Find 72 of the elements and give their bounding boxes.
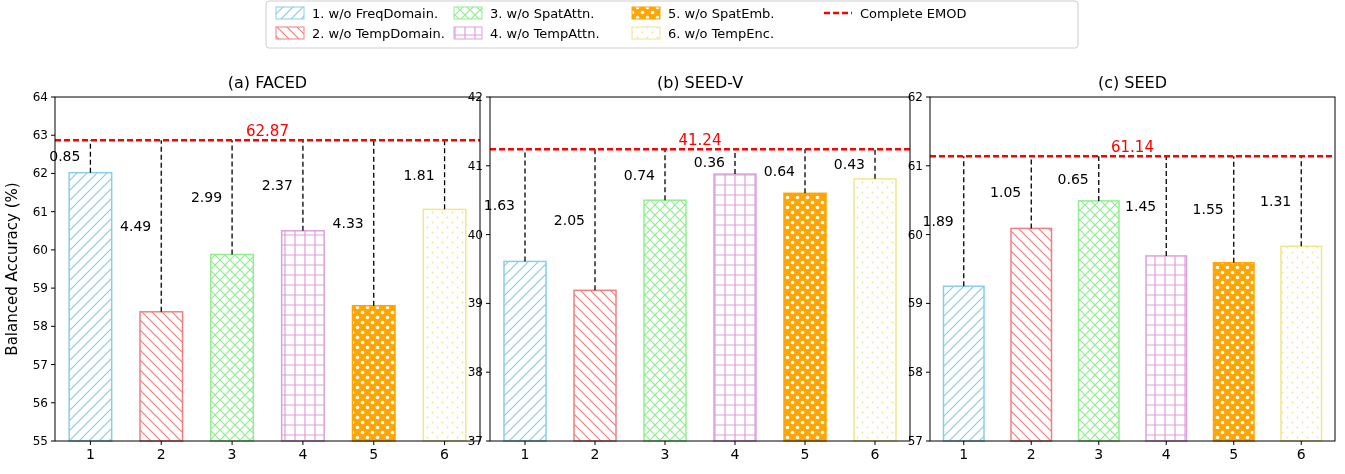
y-tick-label: 42 bbox=[467, 90, 483, 104]
y-tick-label: 59 bbox=[32, 281, 48, 296]
x-tick-label: 6 bbox=[440, 446, 450, 462]
y-tick-label: 63 bbox=[32, 128, 48, 143]
x-tick-label: 1 bbox=[85, 446, 95, 462]
y-tick-label: 57 bbox=[32, 357, 48, 372]
x-tick-label: 1 bbox=[520, 446, 530, 462]
annotation: 1.45 bbox=[1125, 198, 1157, 215]
y-tick-label: 61 bbox=[32, 204, 48, 219]
legend-label: 5. w/o SpatEmb. bbox=[668, 6, 775, 21]
chart-title: (a) FACED bbox=[227, 73, 308, 92]
annotation: 0.43 bbox=[833, 156, 865, 173]
annotation: 0.65 bbox=[1057, 170, 1089, 187]
y-tick-label: 39 bbox=[467, 296, 483, 311]
y-tick-label: 58 bbox=[907, 365, 923, 380]
x-tick-label: 5 bbox=[369, 446, 379, 462]
y-tick-label: 40 bbox=[467, 227, 483, 242]
annotation: 0.74 bbox=[623, 166, 656, 183]
legend-label: 1. w/o FreqDomain. bbox=[312, 6, 439, 21]
x-tick-label: 2 bbox=[1026, 446, 1036, 462]
x-tick-label: 6 bbox=[1296, 446, 1306, 462]
x-tick-label: 5 bbox=[800, 446, 810, 462]
y-tick-label: 41 bbox=[467, 158, 483, 173]
annotation: 0.64 bbox=[763, 163, 796, 180]
legend-label: 3. w/o SpatAttn. bbox=[490, 6, 595, 21]
annotation: 61.14 bbox=[1111, 138, 1154, 157]
y-tick-label: 62 bbox=[32, 166, 48, 181]
x-tick-label: 4 bbox=[298, 446, 308, 462]
x-tick-label: 4 bbox=[1161, 446, 1171, 462]
x-tick-label: 3 bbox=[660, 446, 670, 462]
annotation: 1.31 bbox=[1260, 193, 1292, 210]
y-tick-label: 55 bbox=[32, 434, 48, 448]
annotation: 2.37 bbox=[261, 177, 293, 194]
y-tick-label: 62 bbox=[907, 90, 923, 104]
y-tick-label: 58 bbox=[32, 319, 48, 334]
annotation: 2.05 bbox=[553, 211, 585, 228]
y-tick-label: 61 bbox=[907, 158, 923, 173]
y-tick-label: 64 bbox=[32, 90, 48, 104]
x-tick-label: 2 bbox=[156, 446, 166, 462]
annotation: 4.49 bbox=[120, 218, 152, 234]
annotation: 1.55 bbox=[1192, 201, 1224, 218]
legend-label: 2. w/o TempDomain. bbox=[312, 26, 445, 41]
annotation: 2.99 bbox=[190, 189, 223, 206]
x-tick-label: 4 bbox=[730, 446, 740, 462]
x-tick-label: 2 bbox=[590, 446, 600, 462]
y-tick-label: 60 bbox=[907, 227, 923, 242]
chart-title: (b) SEED-V bbox=[656, 73, 744, 92]
x-tick-label: 6 bbox=[870, 446, 880, 462]
y-tick-label: 57 bbox=[907, 434, 923, 448]
x-tick-label: 3 bbox=[1094, 446, 1104, 462]
y-tick-label: 59 bbox=[907, 296, 923, 311]
annotation: 1.63 bbox=[483, 197, 515, 214]
annotation: 0.36 bbox=[693, 153, 726, 170]
legend-label: 4. w/o TempAttn. bbox=[490, 26, 600, 41]
y-tick-label: 56 bbox=[32, 395, 48, 410]
y-axis-title: Balanced Accuracy (%) bbox=[3, 182, 21, 356]
legend-label: 6. w/o TempEnc. bbox=[668, 26, 775, 41]
chart-title: (c) SEED bbox=[1097, 73, 1168, 92]
y-tick-label: 60 bbox=[32, 242, 48, 257]
annotation: 1.81 bbox=[403, 166, 435, 183]
x-tick-label: 1 bbox=[959, 446, 969, 462]
y-tick-label: 37 bbox=[467, 434, 483, 448]
x-tick-label: 3 bbox=[227, 446, 237, 462]
y-tick-label: 38 bbox=[467, 365, 483, 380]
annotation: 0.85 bbox=[49, 148, 81, 165]
x-tick-label: 5 bbox=[1229, 446, 1239, 462]
legend-label: Complete EMOD bbox=[860, 6, 967, 21]
annotation: 1.05 bbox=[990, 184, 1022, 201]
annotation: 62.87 bbox=[246, 122, 289, 141]
annotation: 4.33 bbox=[332, 214, 364, 231]
annotation: 1.89 bbox=[922, 213, 954, 230]
annotation: 41.24 bbox=[678, 131, 722, 150]
